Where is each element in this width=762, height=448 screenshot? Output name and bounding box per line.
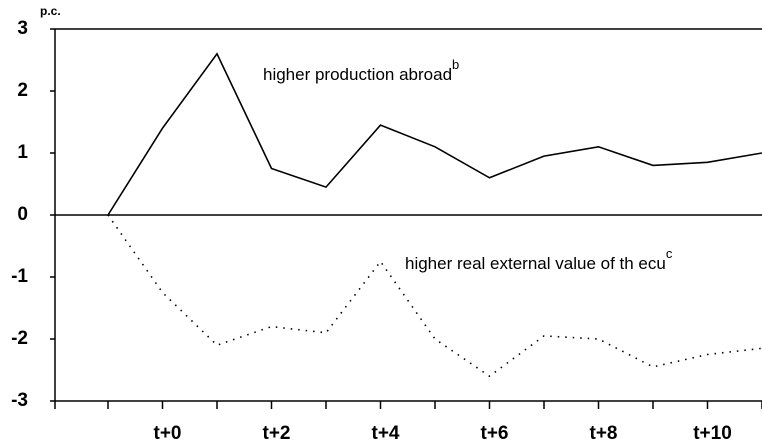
- y-tick-label: 3: [17, 18, 28, 39]
- y-tick-label: -1: [11, 266, 28, 287]
- x-tick-label: t+6: [481, 423, 509, 444]
- series-label: higher real external value of th ecuc: [405, 246, 673, 273]
- y-tick-label: -2: [11, 328, 28, 349]
- x-tick-label: t+0: [154, 423, 182, 444]
- y-axis-label: p.c.: [40, 4, 61, 18]
- series-name: higher production abroad: [263, 65, 452, 84]
- series-note: c: [666, 246, 673, 261]
- series-note: b: [452, 57, 459, 72]
- x-tick-label: t+2: [263, 423, 291, 444]
- x-tick-label: t+8: [590, 423, 618, 444]
- series-line: [107, 52, 762, 216]
- y-tick-label: 1: [17, 142, 28, 163]
- series-line: [107, 214, 762, 378]
- series-name: higher real external value of th ecu: [405, 254, 666, 273]
- x-tick-label: t+10: [693, 423, 732, 444]
- y-tick-label: 0: [17, 204, 28, 225]
- x-tick-label: t+4: [372, 423, 400, 444]
- y-tick-label: 2: [17, 80, 28, 101]
- series-label: higher production abroadb: [263, 57, 459, 84]
- y-tick-label: -3: [11, 390, 28, 411]
